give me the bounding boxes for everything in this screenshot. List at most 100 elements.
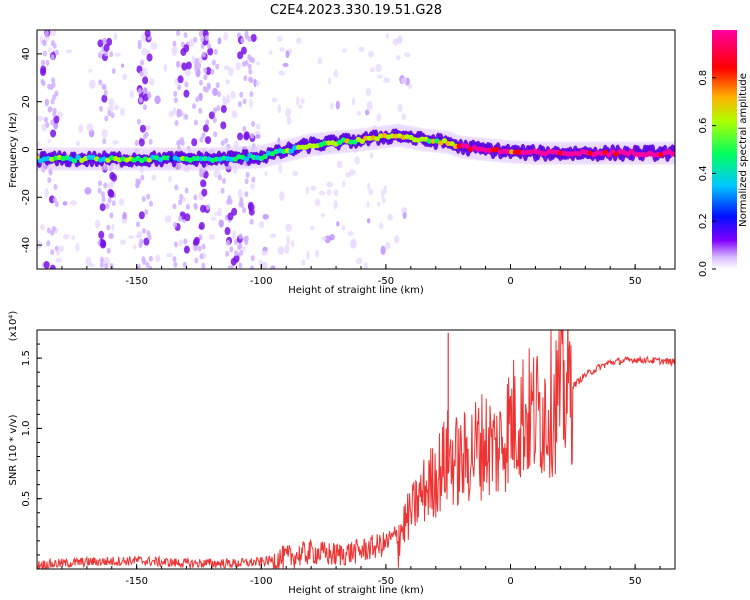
heatmap-streak-blob [137,39,142,46]
heatmap-speckle [347,231,354,236]
heatmap-streak-blob [202,124,209,133]
heatmap-streak-blob [97,52,102,59]
heatmap-streak-blob [106,37,113,46]
heatmap-speckle [85,256,92,267]
heatmap-streak-blob [183,89,190,98]
bottom-y-axis-label: SNR (10 * v/v) [8,414,19,485]
heatmap-streak-blob [206,204,211,211]
heatmap-speckle [218,219,224,228]
heatmap-speckle [400,207,408,213]
heatmap-speckle [258,221,265,229]
heatmap-streak-blob [109,171,116,180]
heatmap-speckle [111,223,115,231]
heatmap-speckle [354,156,360,165]
heatmap-speckle [290,239,295,248]
heatmap-speckle [333,200,338,210]
top-x-axis-label: Height of straight line (km) [288,285,424,296]
heatmap-streak-blob [46,240,51,247]
ridge-core [288,148,295,154]
colorbar-ticks: 0.0 0.2 0.4 0.6 0.8 [698,70,716,277]
heatmap-streak-blob [216,91,221,98]
heatmap-streak-blob [240,46,247,55]
heatmap-streak-blob [147,92,152,99]
heatmap-streak-blob [174,184,179,191]
heatmap-speckle [355,257,363,265]
heatmap-streak-blob [146,193,151,200]
heatmap-streak-blob [44,30,49,37]
heatmap-speckle [231,110,238,119]
heatmap-streak-blob [178,215,183,222]
heatmap-speckle [379,222,384,230]
heatmap-speckle [296,37,302,44]
heatmap-speckle [78,124,84,133]
heatmap-speckle [376,113,382,122]
heatmap-streak-blob [217,174,222,181]
heatmap-speckle [210,216,217,221]
heatmap-streak-blob [243,132,250,141]
heatmap-streak-blob [147,234,152,241]
heatmap-streak-blob [228,198,233,205]
heatmap-streak-blob [215,82,220,89]
heatmap-speckle [270,265,276,269]
heatmap-speckle [149,77,155,86]
heatmap-speckle [121,63,125,68]
heatmap-streak-blob [54,49,59,56]
heatmap-streak-blob [183,238,188,245]
heatmap-streak-blob [50,119,55,126]
heatmap-streak-blob [102,38,107,45]
heatmap-streak-blob [184,213,191,222]
heatmap-speckle [298,104,303,109]
heatmap-speckle [366,101,373,111]
heatmap-streak-blob [98,105,103,112]
colorbar: 0.0 0.2 0.4 0.6 0.8 Normalized spectral ampl… [698,30,749,277]
ridge-core [464,143,470,149]
heatmap-speckle [58,245,65,253]
heatmap-streak-blob [142,104,147,111]
heatmap-speckle [65,49,72,54]
heatmap-streak-blob [201,132,206,139]
heatmap-speckle [230,91,236,100]
heatmap-streak-blob [182,261,187,268]
heatmap-streak-blob [193,194,198,201]
heatmap-streak-blob [212,116,217,123]
heatmap-speckle [282,62,289,68]
heatmap-streak-blob [146,53,153,62]
heatmap-speckle [217,207,222,217]
heatmap-streak-blob [183,32,188,39]
heatmap-streak-blob [212,107,217,114]
heatmap-streak-blob [104,263,109,269]
heatmap-speckle [122,73,128,80]
heatmap-speckle [198,92,203,102]
heatmap-streak-blob [51,77,56,84]
heatmap-speckle [336,160,343,169]
heatmap-speckle [368,50,375,58]
heatmap-streak-blob [242,98,247,105]
heatmap-streak-blob [52,94,57,101]
heatmap-speckle [268,50,273,55]
heatmap-speckle [401,113,407,121]
heatmap-streak-blob [220,140,225,147]
heatmap-speckle [223,32,229,41]
heatmap-streak-blob [250,132,255,139]
bottom-y-tick-label: 1.0 [21,420,32,436]
top-y-tick-label: -40 [21,237,32,253]
heatmap-speckle [342,48,347,53]
heatmap-speckle [317,57,323,65]
heatmap-streak-blob [198,234,203,241]
heatmap-streak-blob [195,96,200,103]
heatmap-speckle [400,77,407,84]
heatmap-streak-blob [101,83,106,90]
heatmap-streak-blob [145,261,150,268]
heatmap-speckle [114,52,121,57]
heatmap-speckle [333,189,339,196]
spectrogram-panel: -150 -100 -50 0 50 -40 -20 0 20 40 Height of str… [8,29,676,296]
heatmap-streak-blob [148,265,153,269]
heatmap-streak-blob [244,235,249,242]
heatmap-streak-blob [185,61,192,70]
heatmap-streak-blob [138,211,145,220]
heatmap-streak-blob [42,50,47,57]
heatmap-streak-blob [208,111,215,120]
heatmap-speckle [285,50,290,59]
heatmap-speckle [151,174,157,181]
heatmap-speckle [86,123,94,132]
